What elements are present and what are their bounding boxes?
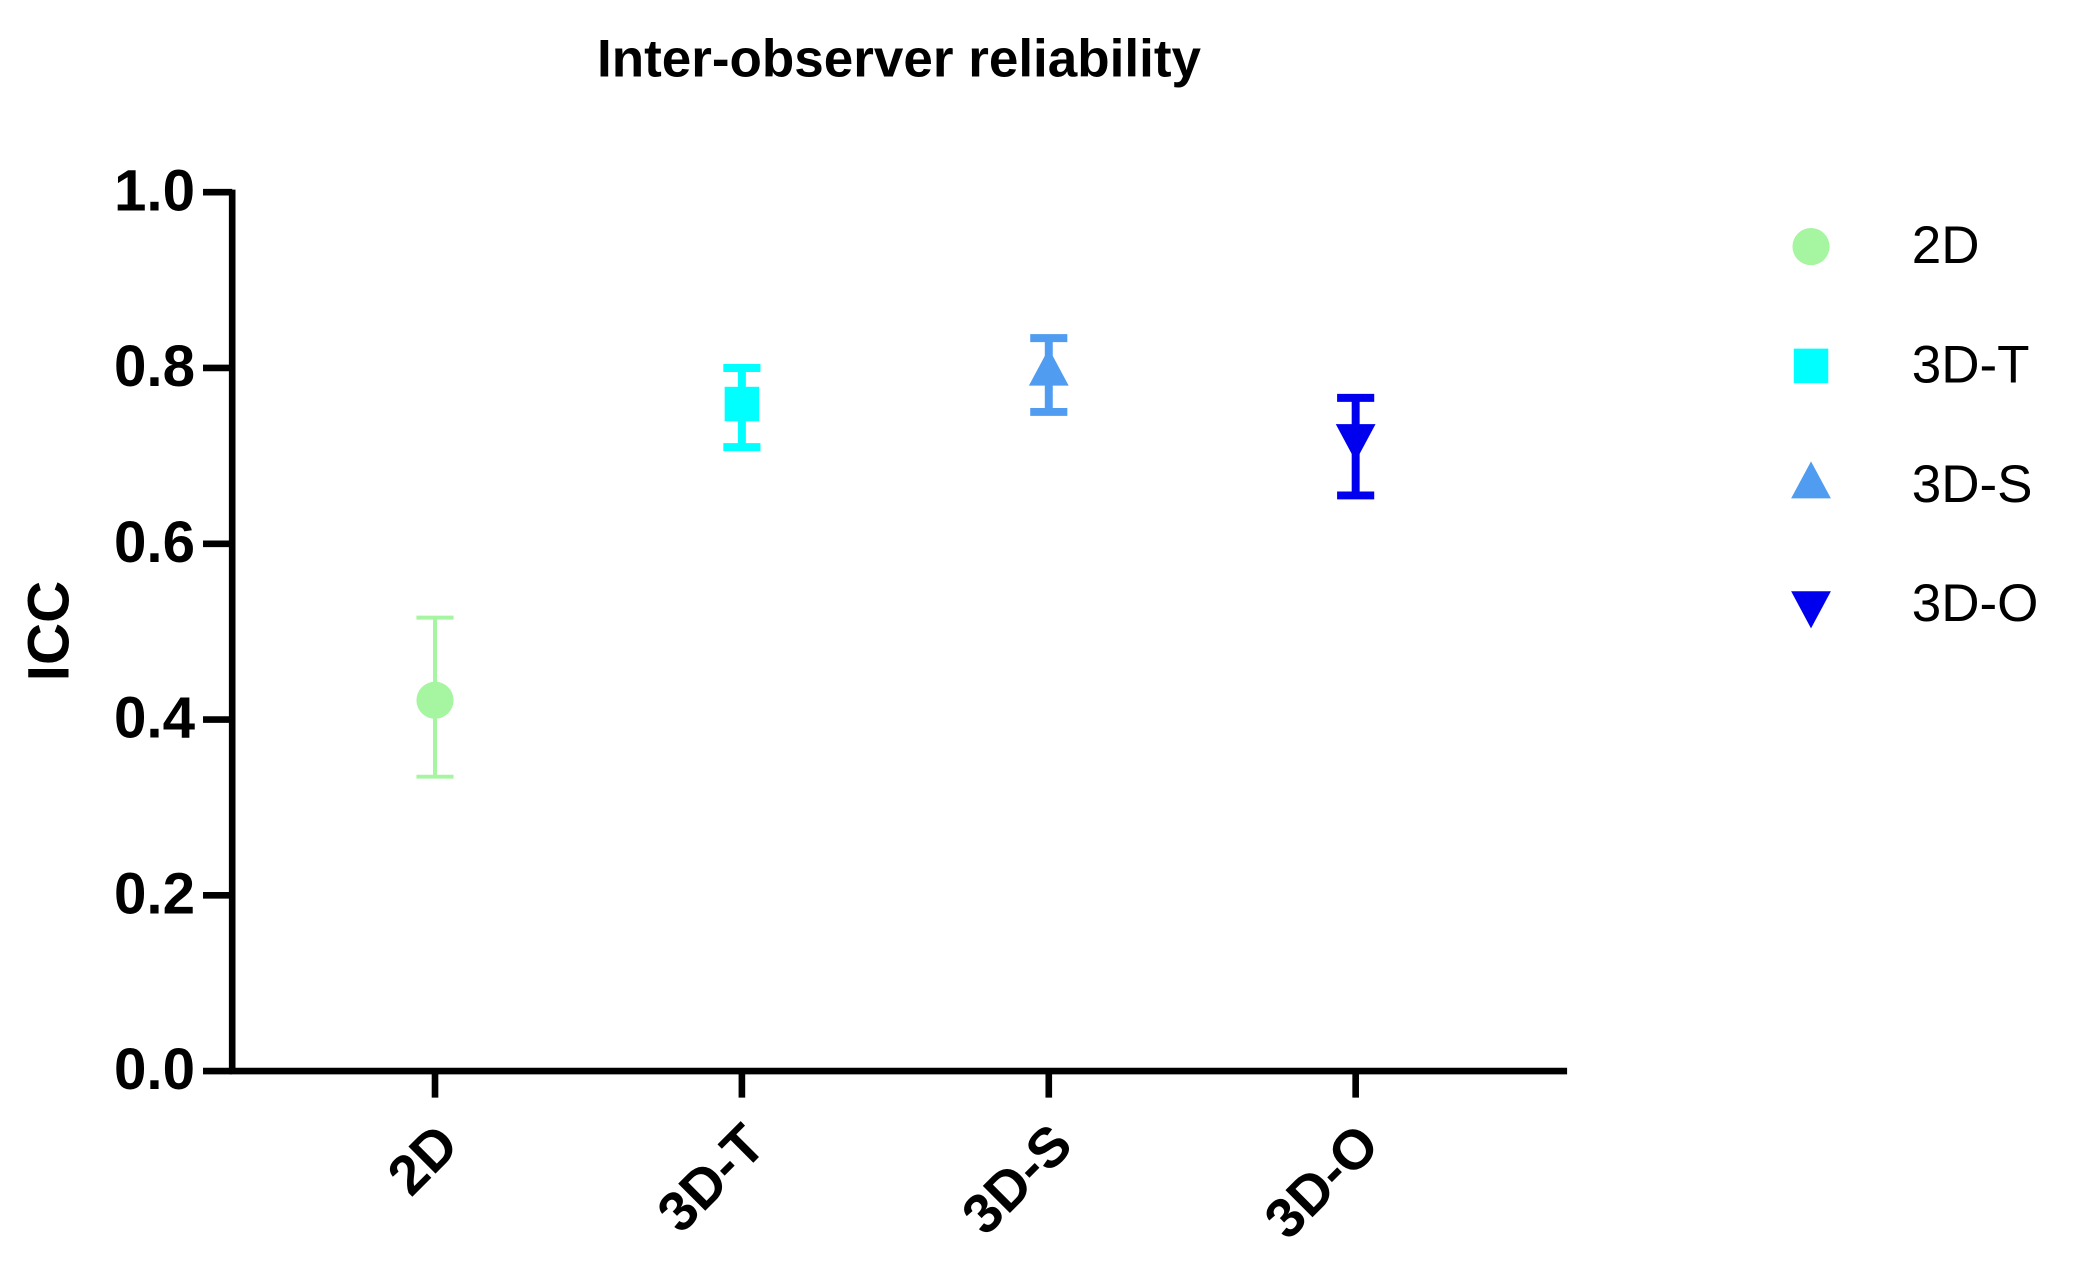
legend-marker [1793,348,1829,384]
x-tick-label: 3D-S [950,1112,1084,1246]
legend-label: 2D [1912,216,1980,275]
chart-title: Inter-observer reliability [597,29,1202,88]
x-tick-label: 3D-O [1253,1112,1391,1250]
y-tick-label: 0.4 [114,686,196,751]
legend-marker [1791,461,1831,499]
legend-label: 3D-T [1912,336,2030,395]
x-tick-label: 2D [376,1112,470,1206]
legend-marker [1792,228,1830,266]
legend-marker [1791,591,1831,629]
y-tick-label: 1.0 [114,158,195,223]
data-point [1335,424,1376,462]
data-point [416,681,454,719]
y-tick-label: 0.6 [114,510,195,575]
data-point [724,386,760,422]
y-tick-label: 0.2 [114,861,195,926]
x-tick-label: 3D-T [645,1112,776,1243]
legend-label: 3D-O [1912,574,2039,633]
y-tick-label: 0.8 [114,334,195,399]
y-axis-label: ICC [17,581,82,681]
data-point [1028,348,1069,386]
legend-label: 3D-S [1912,455,2033,514]
y-tick-label: 0.0 [114,1037,195,1102]
